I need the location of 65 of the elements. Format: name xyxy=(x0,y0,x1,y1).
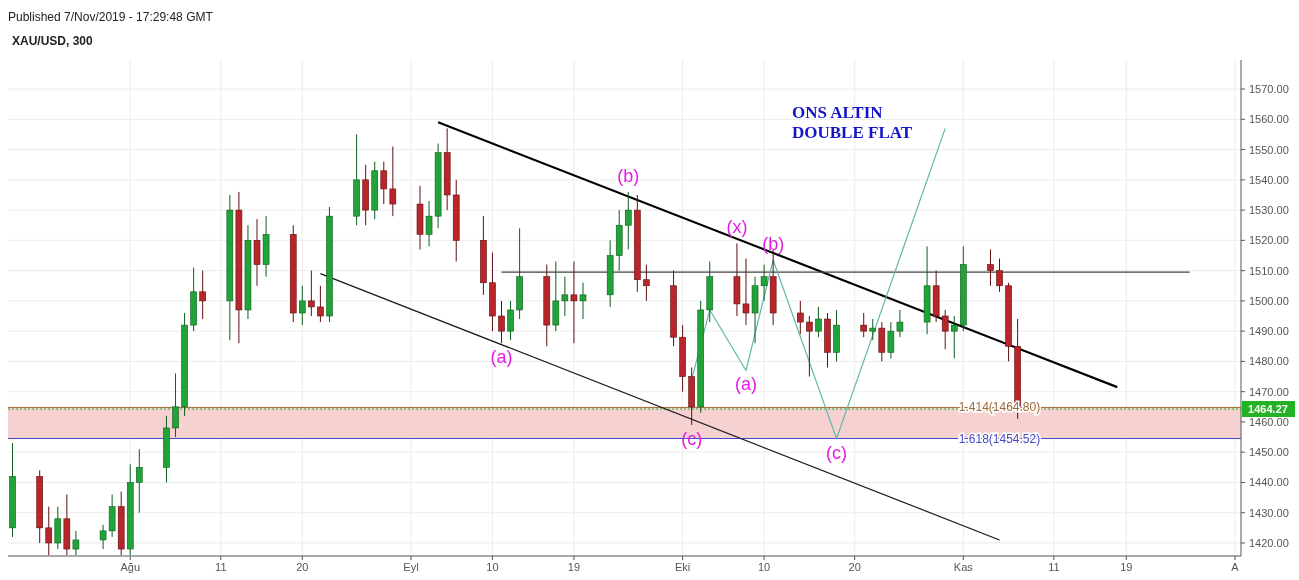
candlestick xyxy=(172,373,179,438)
chart-subtitle: Published 7/Nov/2019 - 17:29:48 GMT xyxy=(8,10,214,24)
x-tick-label: 10 xyxy=(486,561,499,573)
y-tick-label: 1520.00 xyxy=(1249,234,1289,247)
annotation: (c) xyxy=(826,442,848,463)
annotation: ONS ALTIN DOUBLE FLAT xyxy=(792,103,913,142)
y-tick-label: 1420.00 xyxy=(1249,536,1289,549)
candlestick xyxy=(797,300,804,335)
candlestick xyxy=(45,506,53,556)
candlestick xyxy=(643,264,650,302)
y-tick-label: 1500.00 xyxy=(1249,294,1289,307)
x-tick-label: 10 xyxy=(757,561,771,573)
y-tick-label: 1490.00 xyxy=(1249,325,1289,338)
y-tick-label: 1430.00 xyxy=(1249,506,1289,519)
x-tick-label: 11 xyxy=(1048,561,1060,573)
annotation: (b) xyxy=(762,234,785,255)
candlestick xyxy=(389,146,397,217)
candlestick xyxy=(987,248,994,287)
x-tick-label: 19 xyxy=(1120,561,1133,573)
candlestick xyxy=(498,300,505,344)
x-tick-label: Kas xyxy=(953,561,974,573)
x-tick-label: A xyxy=(1231,561,1240,573)
candlestick xyxy=(380,161,388,205)
x-tick-label: Eki xyxy=(674,561,691,573)
y-tick-label: 1550.00 xyxy=(1249,143,1289,156)
candlestick xyxy=(561,276,569,317)
y-tick-label: 1480.00 xyxy=(1249,355,1289,368)
chart-title: XAU/USD, 300 xyxy=(12,34,94,48)
candlestick xyxy=(806,315,813,378)
y-tick-label: 1450.00 xyxy=(1249,446,1289,459)
candlestick xyxy=(570,261,578,344)
candlestick xyxy=(199,270,206,320)
annotation: (a) xyxy=(490,347,513,368)
y-tick-label: 1510.00 xyxy=(1249,264,1289,277)
annotation: (b) xyxy=(617,165,640,186)
x-tick-label: 20 xyxy=(848,561,861,573)
candlestick xyxy=(72,530,80,556)
candlestick xyxy=(317,285,324,323)
y-tick-label: 1530.00 xyxy=(1249,204,1289,217)
x-tick-label: 11 xyxy=(215,561,227,573)
x-tick-label: Eyl xyxy=(403,561,419,573)
candlestick xyxy=(136,448,143,514)
ref-line-label: 1464.27 xyxy=(1248,403,1288,416)
annotation: (x) xyxy=(726,217,748,238)
candlestick xyxy=(579,282,587,320)
y-tick-label: 1540.00 xyxy=(1249,173,1289,186)
candlestick xyxy=(308,270,315,317)
y-tick-label: 1570.00 xyxy=(1249,83,1289,96)
x-tick-label: Ağu xyxy=(120,561,141,573)
y-tick-label: 1470.00 xyxy=(1249,385,1289,398)
candlestick xyxy=(815,306,822,338)
candlestick xyxy=(950,315,958,359)
candlestick xyxy=(941,309,949,350)
x-tick-label: 20 xyxy=(296,561,309,573)
candlestick xyxy=(507,300,514,341)
candlestick xyxy=(869,318,877,341)
candlestick xyxy=(996,258,1003,293)
y-tick-label: 1460.00 xyxy=(1249,415,1289,428)
y-tick-label: 1440.00 xyxy=(1249,476,1289,489)
y-tick-label: 1560.00 xyxy=(1249,113,1289,126)
x-tick-label: 19 xyxy=(567,561,581,573)
annotation: (a) xyxy=(734,374,757,395)
candlestick xyxy=(298,285,306,326)
candlestick xyxy=(860,312,868,338)
candlestick xyxy=(624,191,632,250)
